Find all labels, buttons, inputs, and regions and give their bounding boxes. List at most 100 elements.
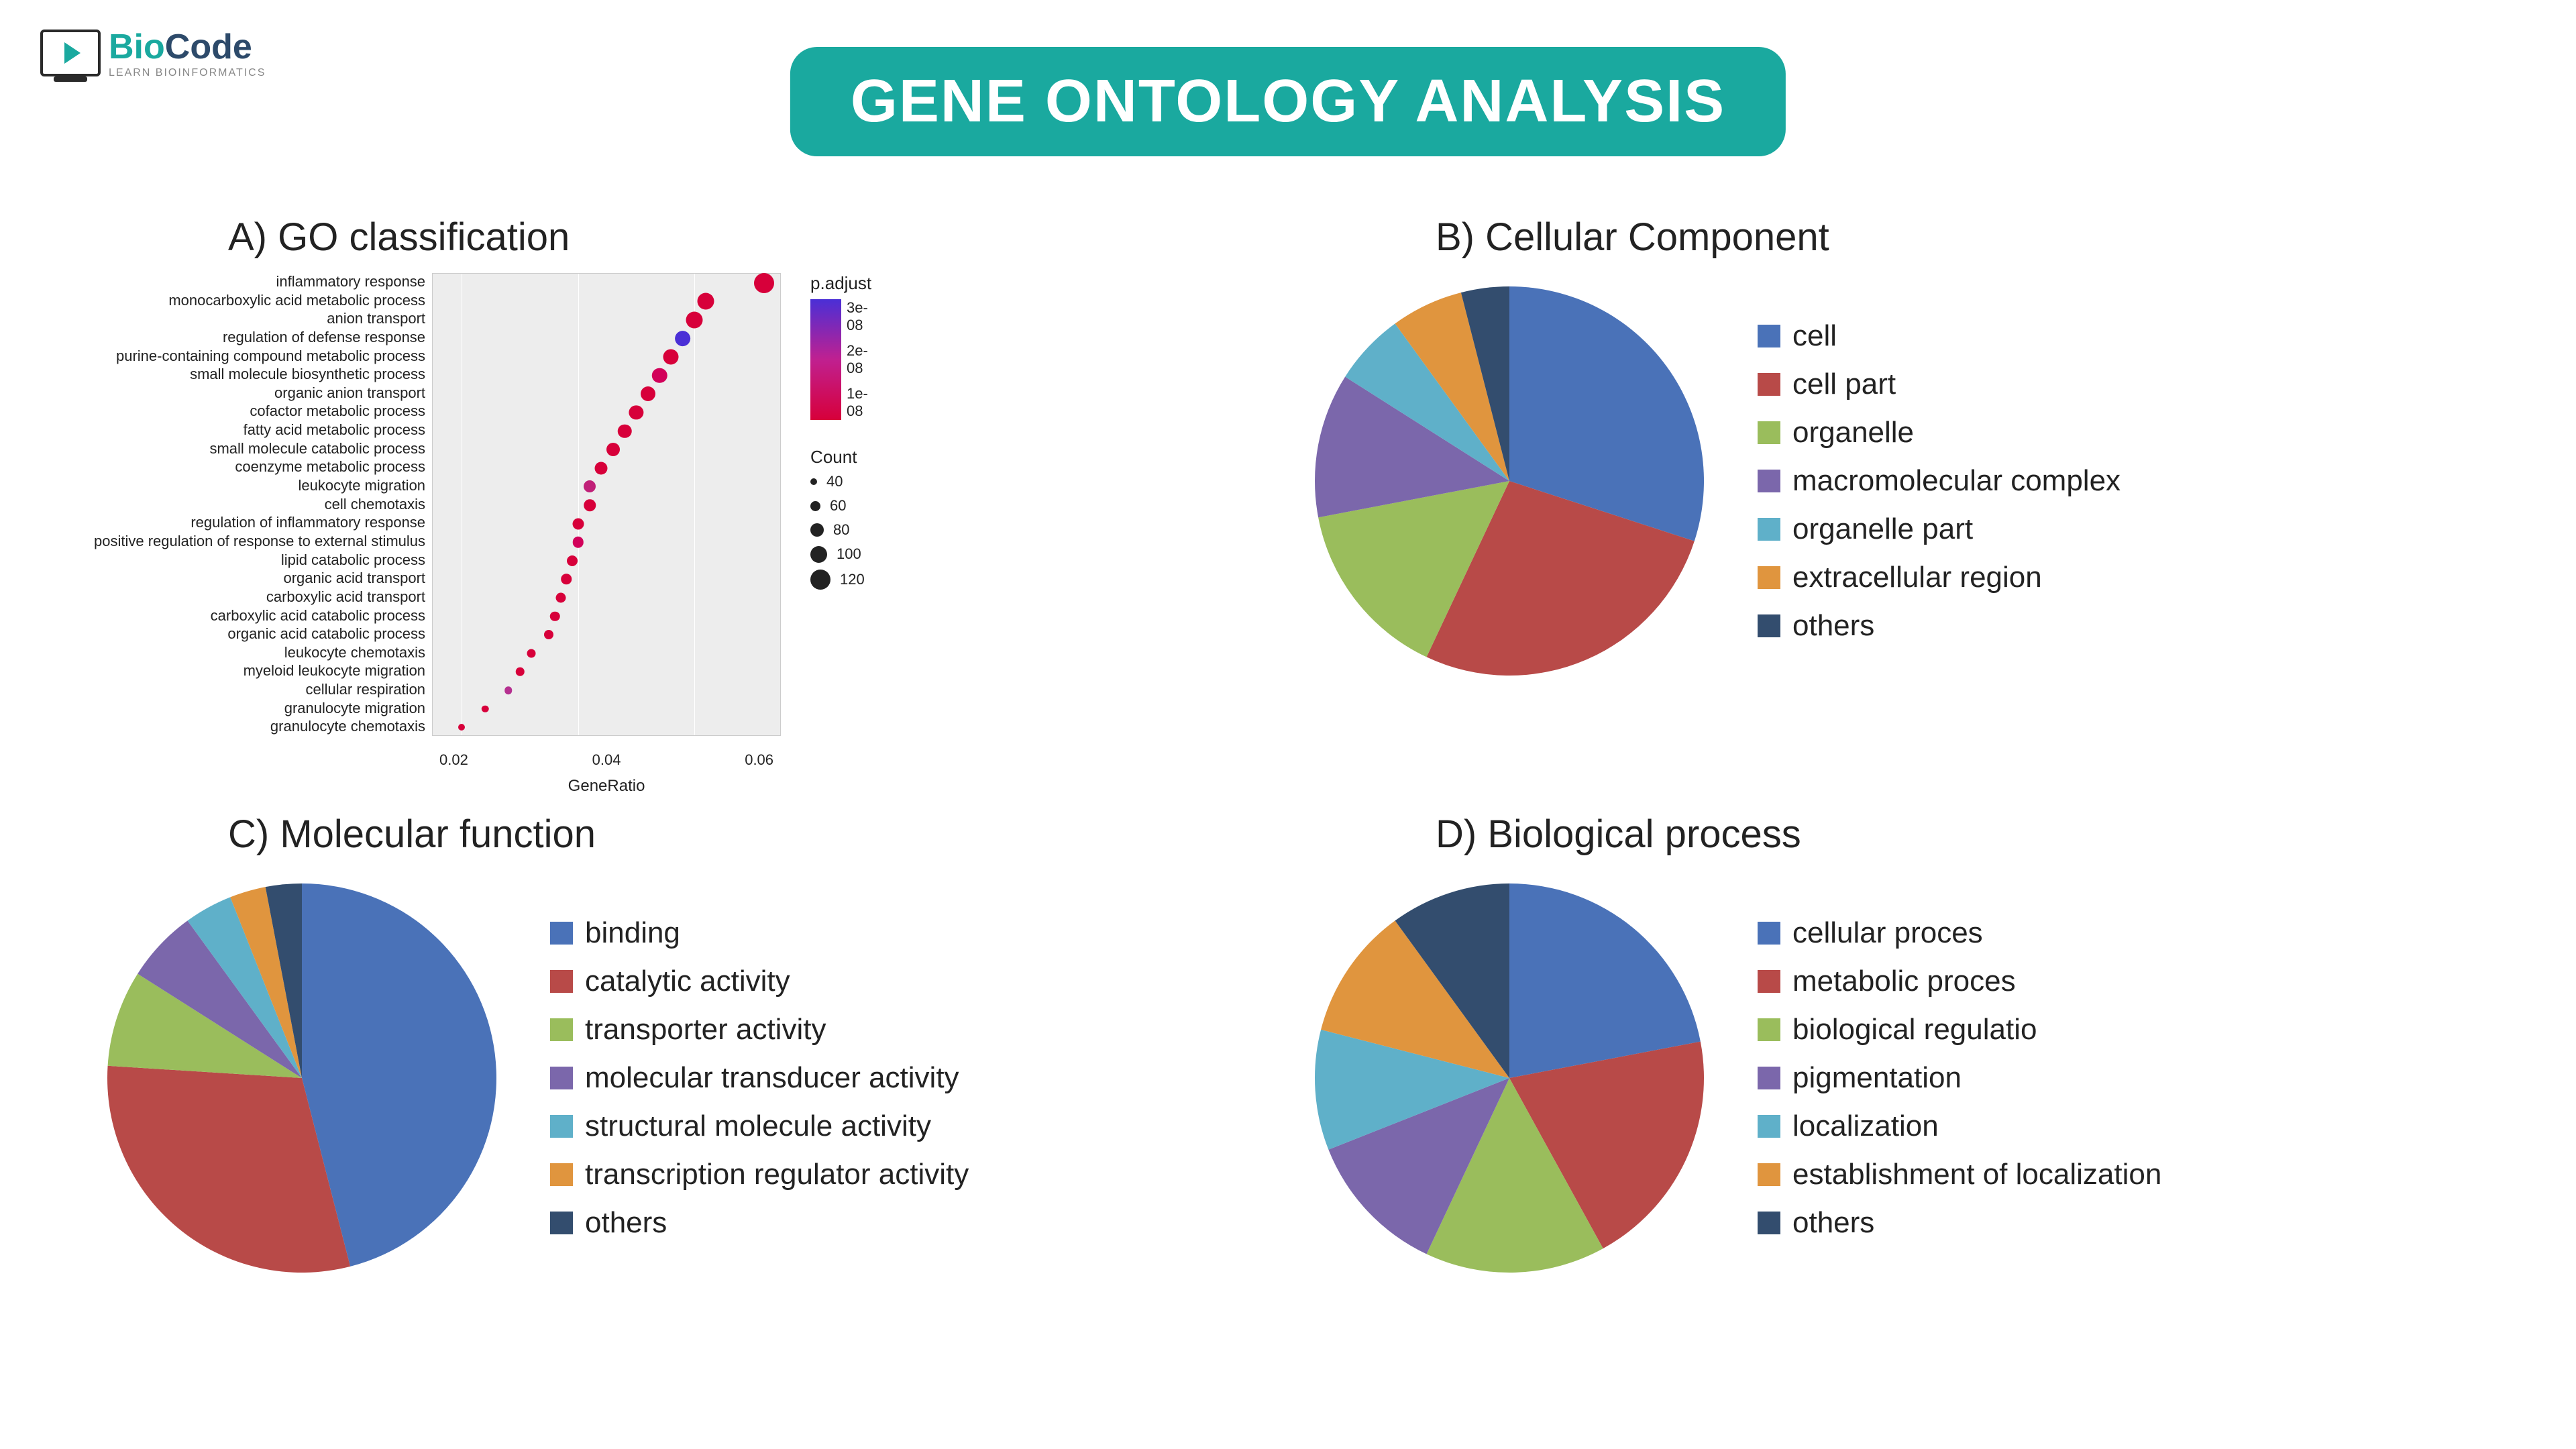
dotplot-term: myeloid leukocyte migration	[94, 662, 425, 680]
legend-label: localization	[1792, 1110, 1939, 1143]
dotplot-term: granulocyte chemotaxis	[94, 718, 425, 736]
legend-swatch	[1758, 1115, 1780, 1138]
legend-swatch	[1758, 421, 1780, 444]
legend-swatch	[1758, 373, 1780, 396]
legend-label: transcription regulator activity	[585, 1158, 969, 1191]
count-dot	[810, 523, 824, 537]
dotplot-term: anion transport	[94, 310, 425, 328]
panel-a-title: A) GO classification	[94, 215, 1275, 260]
logo-word-code: Code	[165, 28, 252, 66]
dot	[595, 462, 608, 474]
logo-word-bio: Bio	[109, 28, 165, 66]
dot	[527, 649, 536, 657]
count-label: 80	[833, 521, 849, 539]
legend-label: cell	[1792, 319, 1837, 353]
dot	[641, 386, 655, 401]
dotplot-term: regulation of inflammatory response	[94, 514, 425, 532]
logo: BioCode LEARN BIOINFORMATICS	[40, 27, 266, 79]
legend-row: cell	[1758, 319, 2121, 353]
page-title: GENE ONTOLOGY ANALYSIS	[790, 47, 1786, 156]
legend-label: organelle part	[1792, 513, 1973, 546]
legend-row: organelle	[1758, 416, 2121, 449]
dotplot-x-axis: 0.02 0.04 0.06	[433, 751, 780, 769]
dot	[698, 293, 714, 310]
x-tick: 0.06	[745, 751, 773, 769]
dot	[544, 630, 553, 639]
legend-swatch	[550, 1115, 573, 1138]
colorbar-tick: 2e-08	[847, 342, 868, 377]
legend-swatch	[550, 922, 573, 945]
dotplot-term: carboxylic acid transport	[94, 588, 425, 606]
legend-swatch	[1758, 518, 1780, 541]
count-dot	[810, 478, 817, 485]
pie-c	[94, 870, 510, 1286]
legend-row: macromolecular complex	[1758, 464, 2121, 498]
legend-swatch	[1758, 970, 1780, 993]
dotplot-term: leukocyte migration	[94, 477, 425, 495]
panel-d: D) Biological process cellular procesmet…	[1301, 812, 2482, 1395]
legend-c: bindingcatalytic activitytransporter act…	[550, 916, 969, 1240]
legend-label: structural molecule activity	[585, 1110, 931, 1143]
legend-swatch	[550, 1067, 573, 1089]
dot	[606, 443, 620, 456]
count-dot	[810, 546, 827, 563]
legend-row: others	[1758, 1206, 2161, 1240]
legend-row: structural molecule activity	[550, 1110, 969, 1143]
count-row: 40	[810, 473, 871, 490]
dot	[652, 368, 667, 384]
legend-label: others	[585, 1206, 667, 1240]
legend-row: pigmentation	[1758, 1061, 2161, 1095]
legend-label: establishment of localization	[1792, 1158, 2161, 1191]
legend-row: biological regulatio	[1758, 1013, 2161, 1046]
dotplot-term: cell chemotaxis	[94, 496, 425, 514]
count-row: 100	[810, 545, 871, 563]
count-label: 40	[826, 473, 843, 490]
dotplot-y-labels: inflammatory responsemonocarboxylic acid…	[94, 273, 432, 736]
count-dot	[810, 501, 820, 511]
legend-row: catalytic activity	[550, 965, 969, 998]
dot	[550, 611, 560, 621]
legend-d: cellular procesmetabolic procesbiologica…	[1758, 916, 2161, 1240]
dotplot-x-title: GeneRatio	[568, 777, 645, 796]
dot	[572, 518, 584, 529]
dotplot-frame: 0.020.040.06 GeneRatio	[432, 273, 781, 736]
panel-b-title: B) Cellular Component	[1301, 215, 2482, 260]
legend-swatch	[550, 970, 573, 993]
legend-row: transporter activity	[550, 1013, 969, 1046]
legend-swatch	[550, 1018, 573, 1041]
legend-row: transcription regulator activity	[550, 1158, 969, 1191]
dot	[675, 331, 691, 347]
legend-swatch	[1758, 1018, 1780, 1041]
x-tick: 0.02	[439, 751, 468, 769]
colorbar-tick: 3e-08	[847, 299, 868, 334]
dot	[618, 424, 632, 438]
legend-swatch	[1758, 566, 1780, 589]
legend-swatch	[1758, 470, 1780, 492]
legend-label: pigmentation	[1792, 1061, 1962, 1095]
count-label: 100	[837, 545, 861, 563]
dotplot-term: cellular respiration	[94, 681, 425, 699]
logo-text: BioCode LEARN BIOINFORMATICS	[109, 27, 266, 79]
legend-label: catalytic activity	[585, 965, 790, 998]
dot	[555, 593, 566, 603]
panel-b: B) Cellular Component cellcell part orga…	[1301, 215, 2482, 798]
count-label: 120	[840, 571, 865, 588]
padjust-title: p.adjust	[810, 273, 871, 294]
gridline	[578, 274, 579, 735]
legend-label: macromolecular complex	[1792, 464, 2121, 498]
dotplot-term: regulation of defense response	[94, 329, 425, 347]
legend-swatch	[1758, 922, 1780, 945]
dot	[567, 555, 578, 566]
x-tick: 0.04	[592, 751, 621, 769]
dot	[663, 350, 679, 365]
legend-label: transporter activity	[585, 1013, 826, 1046]
panels-grid: A) GO classification inflammatory respon…	[0, 215, 2576, 1436]
panel-d-title: D) Biological process	[1301, 812, 2482, 857]
dotplot-term: monocarboxylic acid metabolic process	[94, 292, 425, 310]
legend-row: establishment of localization	[1758, 1158, 2161, 1191]
dot	[572, 537, 584, 548]
legend-label: biological regulatio	[1792, 1013, 2037, 1046]
logo-icon	[40, 30, 101, 76]
padjust-legend: p.adjust 3e-082e-081e-08	[810, 273, 871, 420]
dotplot-term: fatty acid metabolic process	[94, 421, 425, 439]
